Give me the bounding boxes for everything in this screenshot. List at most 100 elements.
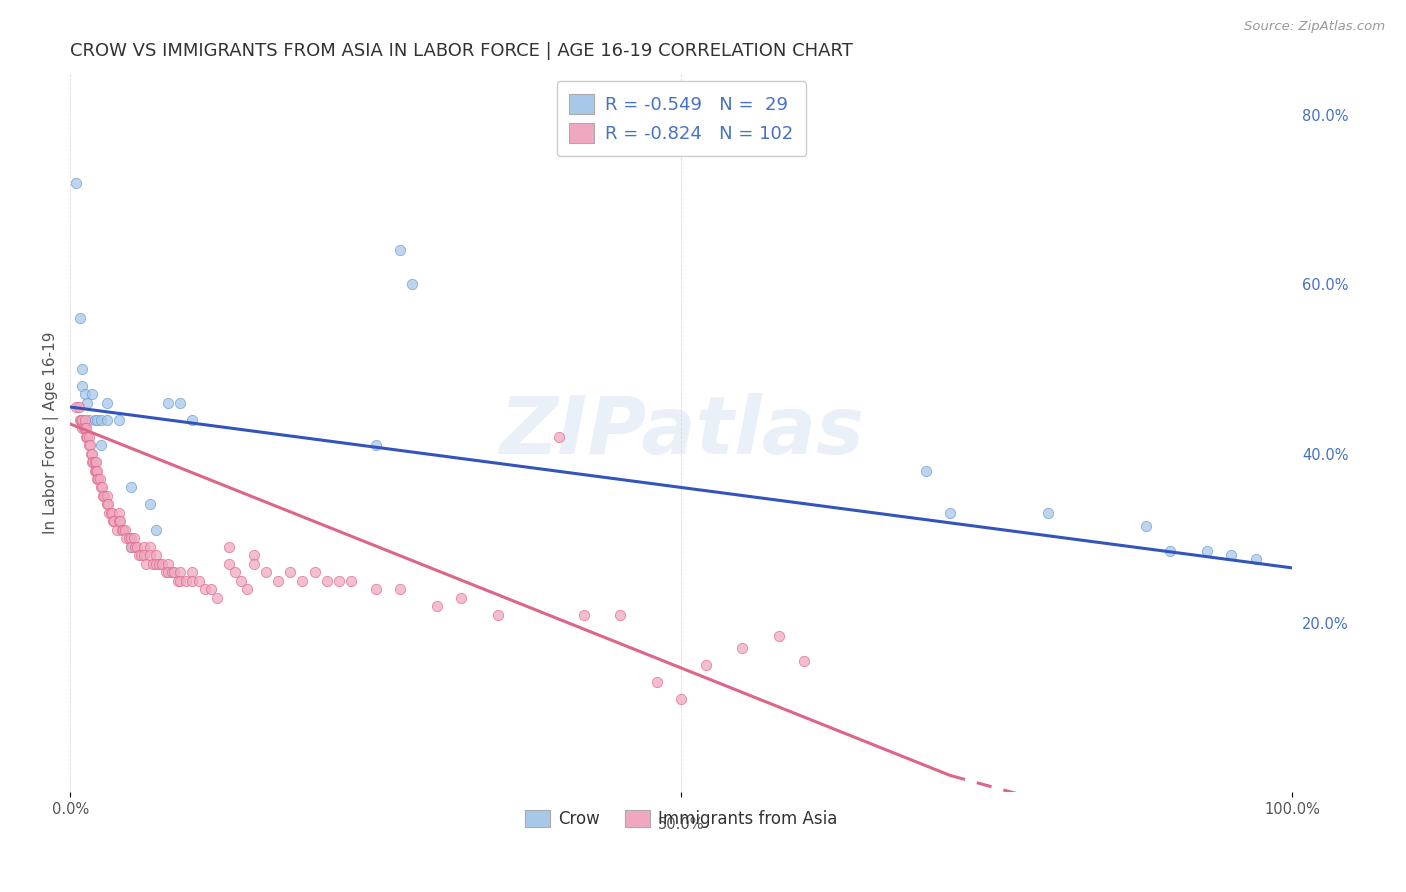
Point xyxy=(120,480,142,494)
Point xyxy=(77,438,100,452)
Point xyxy=(160,565,183,579)
Point xyxy=(340,574,363,588)
Text: 50.0%: 50.0% xyxy=(658,817,704,832)
Point xyxy=(150,557,173,571)
Point xyxy=(645,675,668,690)
Point xyxy=(108,413,131,427)
Point xyxy=(169,396,191,410)
Point xyxy=(84,463,107,477)
Point xyxy=(939,506,962,520)
Point xyxy=(76,396,98,410)
Point xyxy=(218,540,240,554)
Point xyxy=(138,548,160,562)
Point xyxy=(768,629,790,643)
Point xyxy=(304,565,326,579)
Point xyxy=(364,438,387,452)
Point xyxy=(120,540,142,554)
Point xyxy=(793,654,815,668)
Point xyxy=(1195,544,1218,558)
Point xyxy=(83,455,105,469)
Point xyxy=(90,413,112,427)
Point xyxy=(75,421,97,435)
Point xyxy=(86,472,108,486)
Point xyxy=(138,497,160,511)
Point xyxy=(96,497,118,511)
Point xyxy=(65,176,87,190)
Point xyxy=(89,472,111,486)
Text: Source: ZipAtlas.com: Source: ZipAtlas.com xyxy=(1244,20,1385,33)
Point xyxy=(328,574,350,588)
Point xyxy=(169,574,191,588)
Point xyxy=(118,531,141,545)
Point xyxy=(76,430,98,444)
Point xyxy=(127,540,149,554)
Point xyxy=(1036,506,1059,520)
Point xyxy=(75,430,97,444)
Point xyxy=(200,582,222,596)
Point xyxy=(110,523,132,537)
Point xyxy=(96,396,118,410)
Point xyxy=(73,413,96,427)
Point xyxy=(105,523,128,537)
Point xyxy=(72,421,94,435)
Point xyxy=(267,574,290,588)
Point xyxy=(254,565,277,579)
Point xyxy=(83,413,105,427)
Point xyxy=(138,540,160,554)
Point xyxy=(122,531,145,545)
Point xyxy=(145,523,167,537)
Point xyxy=(77,430,100,444)
Point xyxy=(609,607,631,622)
Point xyxy=(1159,544,1181,558)
Point xyxy=(97,497,120,511)
Point xyxy=(132,548,155,562)
Point xyxy=(145,557,167,571)
Point xyxy=(731,641,754,656)
Point xyxy=(91,480,114,494)
Point xyxy=(108,506,131,520)
Point xyxy=(86,413,108,427)
Point xyxy=(65,400,87,414)
Point xyxy=(84,455,107,469)
Point xyxy=(236,582,259,596)
Point xyxy=(101,514,124,528)
Point xyxy=(115,531,138,545)
Point xyxy=(169,565,191,579)
Legend: Crow, Immigrants from Asia: Crow, Immigrants from Asia xyxy=(519,803,845,834)
Point xyxy=(83,463,105,477)
Point xyxy=(124,540,146,554)
Point xyxy=(486,607,509,622)
Point xyxy=(82,455,104,469)
Point xyxy=(80,447,103,461)
Point xyxy=(69,413,91,427)
Point xyxy=(671,692,693,706)
Point xyxy=(129,548,152,562)
Point xyxy=(87,472,110,486)
Point xyxy=(145,548,167,562)
Point xyxy=(82,447,104,461)
Point xyxy=(82,455,104,469)
Point xyxy=(156,396,179,410)
Point xyxy=(90,480,112,494)
Point xyxy=(73,421,96,435)
Point xyxy=(187,574,209,588)
Point xyxy=(548,430,571,444)
Point xyxy=(72,413,94,427)
Point xyxy=(98,506,121,520)
Point xyxy=(100,506,122,520)
Point xyxy=(72,379,94,393)
Point xyxy=(291,574,314,588)
Point xyxy=(156,565,179,579)
Point xyxy=(364,582,387,596)
Point xyxy=(205,591,228,605)
Point xyxy=(135,557,157,571)
Point xyxy=(101,506,124,520)
Point xyxy=(86,463,108,477)
Point xyxy=(450,591,472,605)
Point xyxy=(224,565,246,579)
Point xyxy=(278,565,301,579)
Point xyxy=(218,557,240,571)
Point xyxy=(242,557,264,571)
Point xyxy=(120,540,142,554)
Point xyxy=(128,548,150,562)
